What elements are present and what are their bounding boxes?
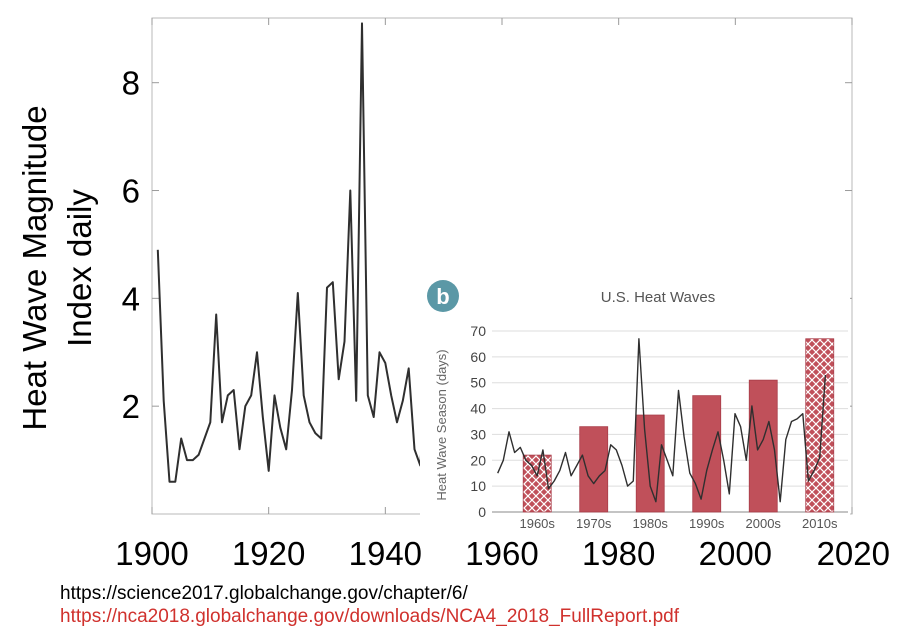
inset-bar-1970s <box>579 426 609 513</box>
inset-chart: b U.S. Heat Waves Heat Wave Season (days… <box>420 270 850 532</box>
inset-y-tick-label: 40 <box>470 401 486 417</box>
inset-x-tick-label: 2000s <box>746 516 782 531</box>
inset-bar-2000s <box>748 379 778 513</box>
inset-y-tick-label: 10 <box>470 478 486 494</box>
main-y-axis: 2 4 6 8 <box>122 65 852 425</box>
main-y-tick-label: 8 <box>122 65 140 102</box>
inset-x-tick-label: 1970s <box>576 516 612 531</box>
main-x-tick-label: 1960 <box>465 535 538 572</box>
main-x-tick-label: 1940 <box>349 535 422 572</box>
inset-y-tick-label: 60 <box>470 349 486 365</box>
source-link-nca2018[interactable]: https://nca2018.globalchange.gov/downloa… <box>60 606 679 627</box>
heat-wave-season-line <box>497 338 827 503</box>
main-y-label-line1: Heat Wave Magnitude <box>16 105 53 430</box>
main-x-tick-label: 1980 <box>582 535 655 572</box>
inset-x-tick-label: 1980s <box>633 516 669 531</box>
panel-badge-label: b <box>436 284 449 309</box>
inset-x-tick-label: 2010s <box>802 516 838 531</box>
inset-y-tick-label: 20 <box>470 452 486 468</box>
main-y-tick-label: 6 <box>122 173 140 210</box>
inset-y-tick-label: 70 <box>470 323 486 339</box>
inset-y-label: Heat Wave Season (days) <box>434 349 449 500</box>
main-x-axis: 1900 1920 1940 1960 1980 2000 2020 <box>115 18 890 572</box>
main-y-tick-label: 4 <box>122 280 140 317</box>
inset-x-tick-label: 1990s <box>689 516 725 531</box>
inset-y-tick-label: 50 <box>470 375 486 391</box>
inset-bar-1990s <box>692 395 722 513</box>
inset-title: U.S. Heat Waves <box>601 289 715 306</box>
main-x-tick-label: 1900 <box>115 535 188 572</box>
inset-bar-2010s <box>805 338 835 513</box>
main-x-tick-label: 2000 <box>699 535 772 572</box>
inset-bar-1960s <box>522 454 552 513</box>
main-y-tick-label: 2 <box>122 388 140 425</box>
inset-x-tick-label: 1960s <box>519 516 555 531</box>
inset-y-axis: 0 10 20 30 40 50 60 70 <box>470 323 848 520</box>
panel-badge <box>427 280 459 312</box>
main-x-tick-label: 2020 <box>817 535 890 572</box>
inset-bars <box>522 338 835 513</box>
main-y-label-line2: Index daily <box>61 189 98 347</box>
inset-y-tick-label: 30 <box>470 426 486 442</box>
source-link-science2017[interactable]: https://science2017.globalchange.gov/cha… <box>60 583 468 604</box>
inset-y-tick-label: 0 <box>478 504 486 520</box>
main-x-tick-label: 1920 <box>232 535 305 572</box>
inset-x-axis: 1960s 1970s 1980s 1990s 2000s 2010s <box>519 516 837 531</box>
